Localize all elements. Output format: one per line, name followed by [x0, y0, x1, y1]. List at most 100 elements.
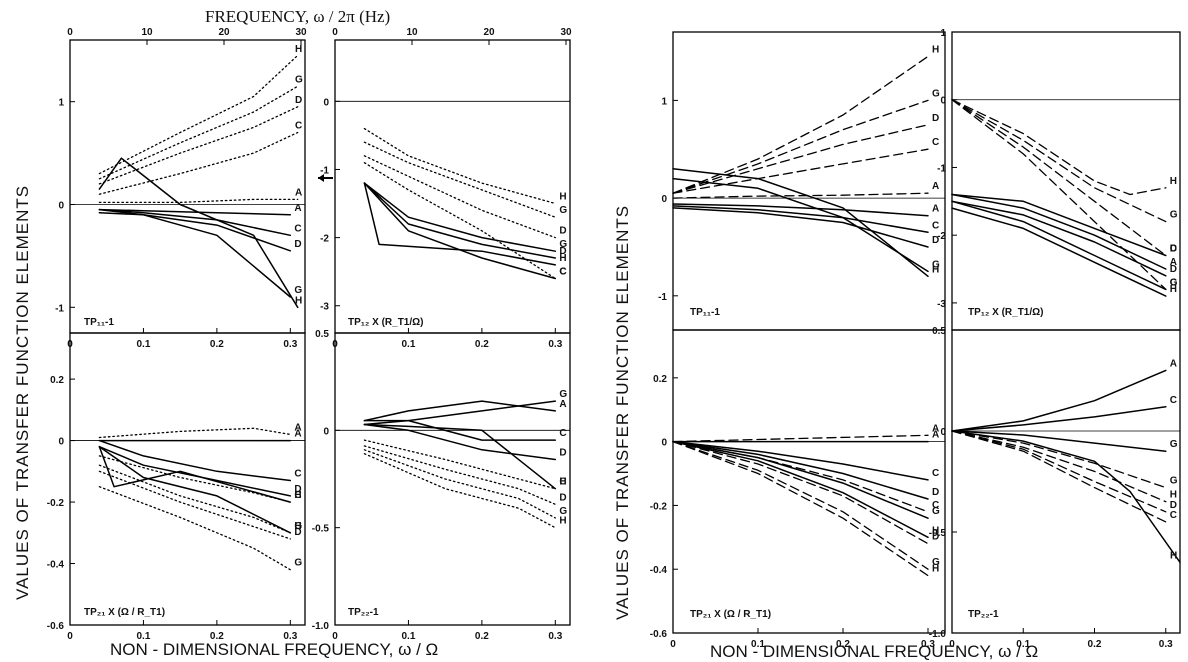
- series-label: H: [559, 253, 566, 264]
- series-label: C: [294, 223, 301, 234]
- x-tick-label: 0: [670, 639, 676, 650]
- y-tick-label: 1: [940, 28, 946, 39]
- series-label: A: [294, 429, 301, 440]
- series-line-A-solid: [951, 193, 1167, 270]
- series-line-H-dotted: [363, 127, 556, 205]
- series-label: D: [932, 487, 939, 498]
- series-label: D: [1170, 264, 1177, 275]
- series-line-D-dashed: [951, 99, 1167, 257]
- y-tick-label: 0: [58, 437, 64, 448]
- plot-frame: [69, 39, 306, 334]
- series-label: H: [295, 44, 302, 55]
- y-tick-label: 0: [58, 200, 64, 211]
- series-label: H: [295, 295, 302, 306]
- series-label: H: [294, 490, 301, 501]
- series-label: D: [559, 226, 566, 237]
- series-label: C: [294, 490, 301, 501]
- series-line-H-dashed: [951, 99, 1167, 196]
- series-label: H: [1170, 284, 1177, 295]
- series-label: H: [932, 264, 939, 275]
- y-tick-label: -3: [937, 299, 946, 310]
- series-label: C: [932, 500, 939, 511]
- plot-frame: [69, 332, 306, 626]
- series-label: H: [294, 521, 301, 532]
- x-tick-label: 0.1: [751, 639, 765, 650]
- series-label: D: [559, 448, 566, 459]
- series-label: G: [294, 521, 302, 532]
- series-line-H-solid: [951, 430, 1181, 564]
- series-label: A: [932, 423, 939, 434]
- series-line-G-solid: [672, 177, 929, 273]
- panel-title: TP₂₁ X (Ω / R_T1): [84, 607, 165, 618]
- series-line-A-solid: [951, 369, 1167, 432]
- series-line-C-dotted: [363, 439, 556, 490]
- series-label: G: [559, 205, 567, 216]
- series-label: D: [1170, 500, 1177, 511]
- y-tick-label: -0.5: [312, 524, 330, 535]
- series-line-H-dashed: [672, 55, 929, 194]
- series-label: H: [1170, 550, 1177, 561]
- series-line-C-solid: [363, 419, 557, 441]
- series-line-H-solid: [951, 207, 1167, 297]
- series-label: A: [559, 399, 566, 410]
- series-label: A: [932, 181, 939, 192]
- top-x-tick-label: 10: [141, 27, 153, 38]
- y-tick-label: 0: [940, 96, 946, 107]
- x-tick-label: 0.1: [401, 339, 415, 350]
- y-tick-label: -0.6: [650, 629, 668, 640]
- series-label: G: [932, 557, 940, 568]
- series-line-G-solid: [363, 182, 557, 252]
- y-tick-label: 0: [323, 426, 329, 437]
- series-label: G: [295, 74, 303, 85]
- series-line-D-solid: [672, 440, 929, 500]
- y-tick-label: 0: [661, 438, 667, 449]
- series-line-H-dotted: [363, 453, 556, 529]
- panel-title: TP₁₁-1: [84, 317, 114, 328]
- top-axis-label: FREQUENCY, ω / 2π (Hz): [205, 7, 390, 26]
- series-line-D-dotted: [363, 445, 556, 505]
- y-tick-label: 0: [323, 97, 329, 108]
- series-line-G-solid: [951, 200, 1167, 291]
- series-line-H-dotted: [98, 54, 299, 175]
- panel-title: TP₁₂ X (R_T1/Ω): [968, 307, 1044, 318]
- series-line-A-solid: [98, 208, 292, 216]
- series-label: D: [294, 239, 301, 250]
- y-tick-label: -1: [320, 165, 329, 176]
- plot-frame: [334, 332, 571, 626]
- y-axis-label-left: VALUES OF TRANSFER FUNCTION ELEMENTS: [13, 185, 32, 600]
- series-line-C-solid: [672, 440, 929, 481]
- y-tick-label: -1: [658, 292, 667, 303]
- series-label: D: [1170, 244, 1177, 255]
- series-label: C: [1170, 510, 1177, 521]
- series-line-H-solid: [672, 440, 929, 539]
- y-tick-label: -1.0: [929, 629, 947, 640]
- series-label: C: [1170, 244, 1177, 255]
- series-label: C: [1170, 277, 1177, 288]
- y-tick-label: -2: [320, 234, 329, 245]
- series-label: H: [932, 44, 939, 55]
- series-label: A: [932, 204, 939, 215]
- y-tick-label: -3: [320, 302, 329, 313]
- series-label: C: [559, 266, 566, 277]
- series-line-C-dashed: [672, 440, 929, 513]
- x-axis-label-right: NON - DIMENSIONAL FREQUENCY, ω / Ω: [710, 642, 1038, 661]
- series-label: D: [559, 246, 566, 257]
- series-line-C-dotted: [98, 131, 299, 195]
- series-line-H-solid: [98, 445, 292, 503]
- series-line-D-dotted: [98, 106, 299, 185]
- series-line-G-dotted: [98, 486, 291, 571]
- series-line-H-dashed: [951, 430, 1167, 503]
- series-label: C: [559, 428, 566, 439]
- series-line-G-dotted: [363, 449, 556, 519]
- series-line-D-solid: [98, 211, 292, 252]
- series-label: H: [932, 564, 939, 575]
- y-tick-label: -0.2: [650, 501, 668, 512]
- top-x-tick-label: 0: [332, 27, 338, 38]
- series-label: H: [559, 516, 566, 527]
- x-tick-label: 0.2: [475, 339, 489, 350]
- series-label: H: [559, 192, 566, 203]
- series-label: C: [932, 137, 939, 148]
